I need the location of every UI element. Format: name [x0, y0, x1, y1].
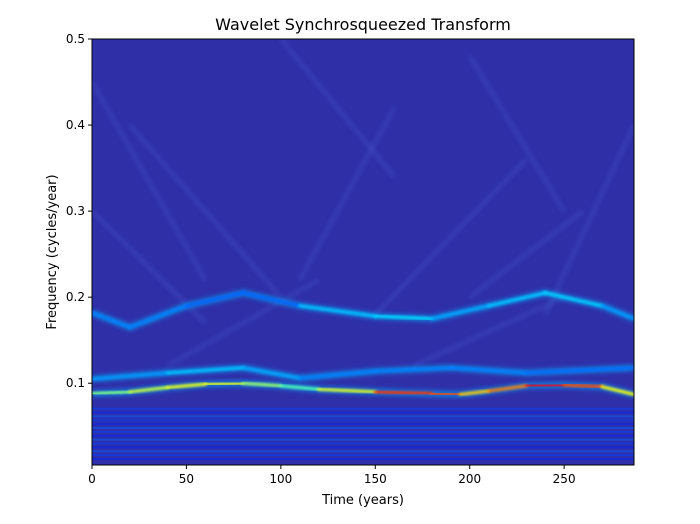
low-frequency-band	[92, 450, 634, 453]
ridge-segment-secondary_band	[524, 366, 634, 375]
ridge-segment-upper_harmonic	[241, 291, 302, 308]
ridge-segment-secondary_band	[373, 366, 453, 373]
ridge-segment-upper_harmonic	[184, 291, 245, 308]
heatmap-texture	[92, 39, 634, 460]
ridge-segment-dominant	[279, 384, 321, 391]
x-tick-label: 0	[88, 472, 96, 486]
heatmap-plot-area	[92, 39, 634, 465]
y-axis-ticks: 0.1 0.2 0.3 0.4 0.5	[66, 32, 92, 390]
ridge-segment-upper_harmonic	[298, 304, 377, 318]
low-frequency-band	[92, 415, 634, 418]
ridge-segment-upper_harmonic	[543, 291, 604, 308]
ridge-segment-dominant	[241, 381, 283, 388]
ridge-segment-dominant	[562, 383, 604, 389]
ridge-segment-dominant	[524, 383, 566, 388]
ridge-segment-secondary_band	[298, 369, 377, 380]
y-tick-label: 0.3	[66, 204, 85, 218]
low-frequency-band	[92, 446, 634, 449]
x-tick-label: 100	[269, 472, 292, 486]
ridge-segment-secondary_band	[449, 366, 528, 375]
ridge-segment-dominant	[203, 381, 245, 386]
y-tick-label: 0.1	[66, 376, 85, 390]
low-frequency-band	[92, 438, 634, 441]
x-axis-ticks: 0 50 100 150 200 250	[88, 465, 576, 486]
low-frequency-band	[92, 423, 634, 426]
ridge-segment-dominant	[92, 390, 132, 396]
ridge-segment-secondary_band	[166, 366, 245, 375]
ridge-segment-upper_harmonic	[128, 304, 188, 329]
chart-title: Wavelet Synchrosqueezed Transform	[215, 15, 511, 34]
ridge-segment-secondary_band	[92, 371, 170, 381]
ridge-segment-dominant	[430, 392, 462, 396]
ridge-segment-upper_harmonic	[487, 291, 547, 308]
ridge-segment-dominant	[487, 384, 528, 393]
low-frequency-band	[92, 457, 634, 460]
background-streak	[128, 124, 282, 299]
background-streak	[298, 107, 396, 281]
x-tick-label: 150	[364, 472, 387, 486]
low-frequency-band	[92, 434, 634, 437]
x-axis-label: Time (years)	[321, 493, 404, 508]
ridge-segment-dominant	[373, 390, 434, 396]
low-frequency-band	[92, 426, 634, 429]
low-frequency-band	[92, 430, 634, 433]
ridge-segment-upper_harmonic	[430, 304, 491, 321]
heatmap-background	[92, 39, 634, 465]
low-frequency-band	[92, 419, 634, 422]
x-tick-label: 250	[553, 472, 576, 486]
background-streak	[166, 278, 320, 368]
plot-frame	[91, 38, 635, 466]
ridge-segment-upper_harmonic	[600, 304, 634, 321]
background-streak	[468, 55, 566, 212]
y-tick-label: 0.5	[66, 32, 85, 46]
ridge-curves	[92, 289, 634, 398]
y-tick-label: 0.2	[66, 290, 85, 304]
ridge-segment-secondary_band	[241, 366, 302, 380]
ridge-segment-upper_harmonic	[92, 311, 132, 329]
low-frequency-band	[92, 407, 634, 410]
y-axis-label: Frequency (cycles/year)	[45, 174, 60, 329]
background-streak	[92, 81, 207, 281]
background-streak	[279, 39, 396, 178]
ridge-segment-dominant	[600, 385, 634, 396]
background-streak	[412, 295, 565, 368]
background-streak	[468, 209, 584, 299]
ridge-segment-upper_harmonic	[373, 314, 434, 321]
ridge-segment-dominant	[128, 386, 170, 394]
y-tick-label: 0.4	[66, 118, 85, 132]
background-streak	[543, 124, 634, 316]
x-tick-label: 200	[458, 472, 481, 486]
low-frequency-band	[92, 454, 634, 457]
low-frequency-band	[92, 442, 634, 445]
background-streak	[374, 158, 528, 316]
x-tick-label: 50	[179, 472, 194, 486]
ridge-segment-dominant	[317, 387, 377, 394]
ridge-segment-dominant	[458, 389, 491, 396]
ridge-segment-dominant	[166, 382, 207, 390]
low-frequency-band	[92, 411, 634, 414]
